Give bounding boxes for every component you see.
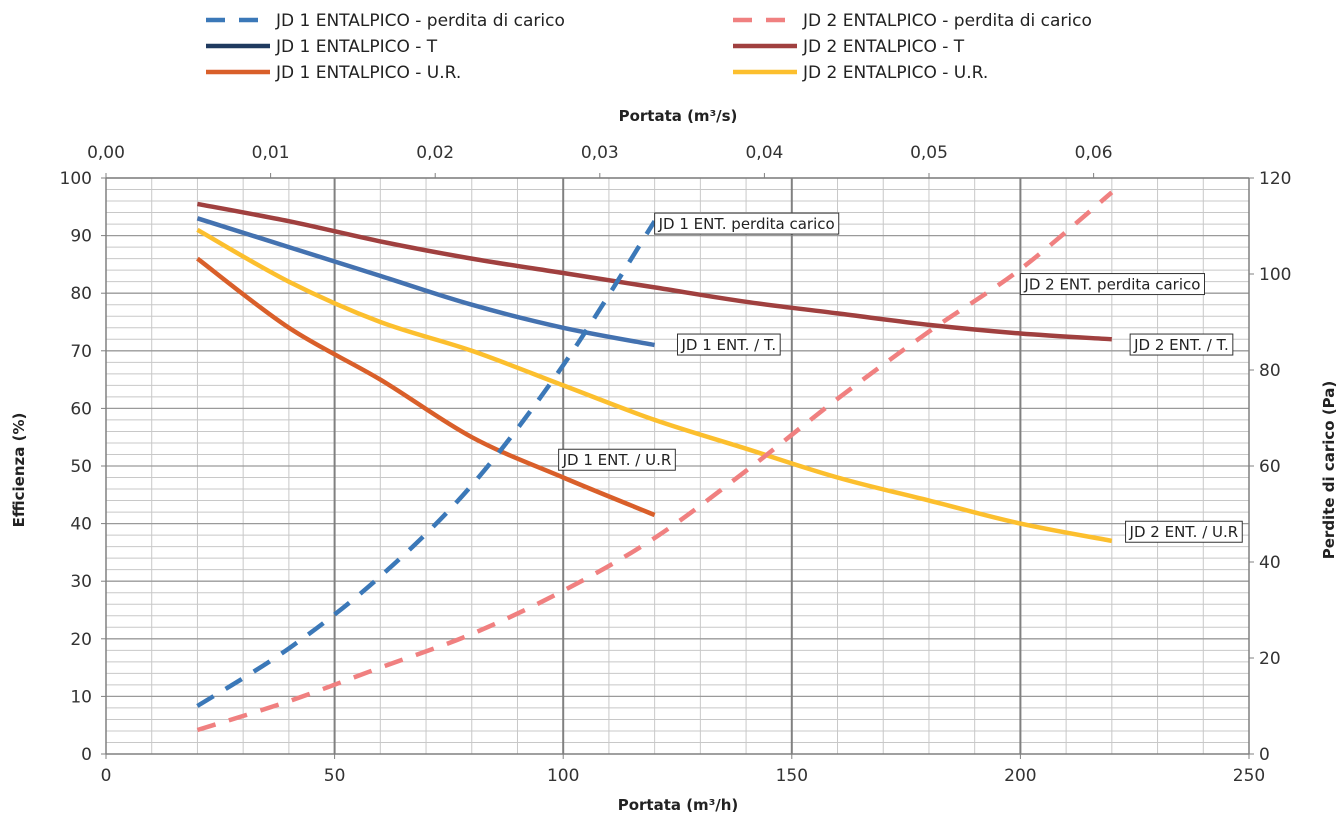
annotation-text: JD 1 ENT. / U.R xyxy=(562,451,672,469)
y-tick-label: 60 xyxy=(70,399,92,419)
y-tick-label: 30 xyxy=(70,572,92,592)
annotation-box xyxy=(1125,520,1243,543)
series-line-5 xyxy=(196,256,656,518)
y-tick-label: 70 xyxy=(70,342,92,362)
x-tick-label: 250 xyxy=(1233,766,1265,786)
y2-tick-label: 20 xyxy=(1259,649,1281,669)
y2-tick-label: 60 xyxy=(1259,457,1281,477)
y-tick-label: 50 xyxy=(70,457,92,477)
legend-label: JD 2 ENTALPICO - T xyxy=(802,37,965,57)
x2-tick-label: 0,05 xyxy=(910,143,948,163)
series-line-2 xyxy=(196,190,1114,733)
legend-label: JD 2 ENTALPICO - U.R. xyxy=(802,63,988,83)
x2-axis-title: Portata (m³/s) xyxy=(619,107,738,125)
y-tick-label: 100 xyxy=(60,169,92,189)
y2-tick-label: 40 xyxy=(1259,553,1281,573)
y2-tick-label: 0 xyxy=(1259,745,1270,765)
y-tick-label: 10 xyxy=(70,687,92,707)
annotation-text: JD 1 ENT. / T. xyxy=(681,336,777,354)
legend-entry-4: JD 2 ENTALPICO - T xyxy=(733,37,965,57)
x2-tick-label: 0,00 xyxy=(87,143,125,163)
legend-entry-1: JD 1 ENTALPICO - perdita di carico xyxy=(206,11,565,31)
annotation-text: JD 2 ENT. / U.R xyxy=(1129,523,1239,541)
legend-entry-3: JD 1 ENTALPICO - T xyxy=(206,37,438,57)
legend-entry-6: JD 2 ENTALPICO - U.R. xyxy=(733,63,988,83)
series-line-3 xyxy=(196,216,656,348)
series-line-4 xyxy=(196,201,1112,342)
legend-entry-2: JD 2 ENTALPICO - perdita di carico xyxy=(733,11,1092,31)
annotation-box xyxy=(654,212,840,235)
legend-label: JD 1 ENTALPICO - T xyxy=(275,37,438,57)
y2-tick-label: 80 xyxy=(1259,361,1281,381)
x2-tick-label: 0,02 xyxy=(416,143,454,163)
annotation-label: JD 2 ENT. / T. xyxy=(1129,333,1234,356)
annotation-label: JD 1 ENT. / U.R xyxy=(558,448,676,471)
x2-tick-label: 0,06 xyxy=(1075,143,1113,163)
x-axis-title: Portata (m³/h) xyxy=(618,796,739,814)
legend-label: JD 1 ENTALPICO - perdita di carico xyxy=(275,11,565,31)
y-tick-label: 0 xyxy=(81,745,92,765)
y2-axis-title: Perdite di carico (Pa) xyxy=(1320,381,1338,560)
x2-tick-label: 0,03 xyxy=(581,143,619,163)
annotations: JD 1 ENT. perdita carico JD 2 ENT. perdit… xyxy=(558,212,1243,543)
x-tick-label: 200 xyxy=(1004,766,1036,786)
annotation-box xyxy=(558,448,676,471)
series-line-1 xyxy=(196,219,657,708)
x2-tick-label: 0,01 xyxy=(252,143,290,163)
y-tick-label: 80 xyxy=(70,284,92,304)
x-tick-label: 50 xyxy=(324,766,346,786)
x-tick-label: 0 xyxy=(101,766,112,786)
annotation-label: JD 2 ENT. / U.R xyxy=(1125,520,1243,543)
y2-tick-label: 100 xyxy=(1259,265,1291,285)
annotation-box xyxy=(1129,333,1234,356)
legend-label: JD 2 ENTALPICO - perdita di carico xyxy=(802,11,1092,31)
y2-tick-label: 120 xyxy=(1259,169,1291,189)
annotation-box xyxy=(677,333,781,356)
annotation-label: JD 1 ENT. / T. xyxy=(677,333,781,356)
x2-tick-label: 0,04 xyxy=(745,143,783,163)
annotation-label: JD 1 ENT. perdita carico xyxy=(654,212,840,235)
y-axis-title: Efficienza (%) xyxy=(10,413,28,528)
series-line-6 xyxy=(196,227,1113,544)
legend-label: JD 1 ENTALPICO - U.R. xyxy=(275,63,461,83)
grid xyxy=(106,177,1249,754)
series-lines xyxy=(196,190,1114,733)
annotation-box xyxy=(1019,273,1206,296)
y-tick-label: 90 xyxy=(70,227,92,247)
y-tick-label: 20 xyxy=(70,630,92,650)
legend-entry-5: JD 1 ENTALPICO - U.R. xyxy=(206,63,461,83)
x-tick-label: 150 xyxy=(776,766,808,786)
legend: JD 1 ENTALPICO - perdita di carico JD 2 E… xyxy=(206,11,1092,83)
x-tick-label: 100 xyxy=(547,766,579,786)
annotation-label: JD 2 ENT. perdita carico xyxy=(1019,273,1206,296)
annotation-text: JD 2 ENT. perdita carico xyxy=(1023,276,1200,294)
annotation-text: JD 2 ENT. / T. xyxy=(1133,336,1229,354)
annotation-text: JD 1 ENT. perdita carico xyxy=(658,215,835,233)
y-tick-label: 40 xyxy=(70,515,92,535)
